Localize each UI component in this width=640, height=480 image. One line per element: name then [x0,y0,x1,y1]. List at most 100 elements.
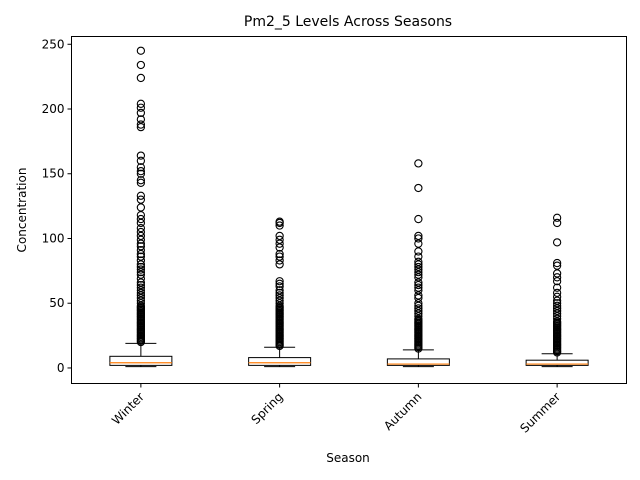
x-tick-label: Spring [248,390,285,427]
outlier-point [552,269,562,278]
outlier-point [414,257,423,266]
outlier-point [136,60,146,70]
iqr-box [386,358,450,366]
outlier-point [275,260,284,269]
outlier-point [414,270,423,279]
x-tick-label: Winter [109,390,147,428]
outlier-point [136,167,146,176]
outlier-point [275,252,284,261]
outlier-point [414,252,423,261]
outlier-point [136,178,146,187]
outlier-point [275,288,284,298]
box-winter [109,46,173,368]
outlier-point [414,183,423,193]
outlier-point [552,309,562,318]
outlier-point [136,288,146,298]
outlier-point [552,258,562,268]
y-axis-ticks: 0 50 100 150 200 250 [42,37,72,375]
outlier-point [275,286,284,295]
outlier-point [414,265,423,274]
outlier-point [275,293,284,303]
plot-area-frame [71,36,627,384]
box-spring [248,217,312,368]
outlier-point [275,256,284,265]
box-autumn [386,159,450,368]
outlier-point [136,252,146,261]
outlier-point [414,293,423,303]
outlier-point [414,301,423,310]
iqr-box [109,355,173,366]
outlier-point [136,223,146,233]
x-axis-ticks: Winter Spring Autumn Summer [109,383,563,436]
x-axis-label: Season [326,451,370,465]
outlier-point [552,273,562,282]
outlier-point [552,299,562,308]
outlier-point [414,291,423,300]
y-tick-label: 0 [57,361,65,375]
outlier-point [136,245,146,255]
outlier-point [136,218,146,228]
iqr-box [525,359,589,366]
outlier-point [136,195,146,204]
outlier-point [275,235,284,244]
outlier-point [136,296,146,305]
box-summer [525,213,589,368]
outlier-point [136,108,146,118]
outlier-point [136,249,146,259]
outlier-point [136,231,146,241]
outlier-point [275,279,284,288]
chart-title: Pm2_5 Levels Across Seasons [244,14,452,30]
outlier-point [136,270,146,279]
outlier-point [136,280,146,290]
outlier-point [414,283,423,292]
outlier-point [136,191,146,200]
outlier-point [136,239,146,248]
outlier-point [136,163,146,172]
outlier-point [552,283,562,292]
outlier-point [136,99,146,108]
outlier-point [136,211,146,220]
outlier-point [414,231,423,241]
outlier-point [136,267,146,277]
outlier-point [275,296,284,305]
outlier-point [136,299,146,308]
outlier-point [136,151,146,160]
y-tick-label: 100 [42,231,65,245]
y-tick-label: 250 [42,37,65,51]
outlier-point [414,262,423,272]
outlier-point [414,299,423,308]
outlier-point [275,301,284,310]
outlier-point [552,218,562,228]
outlier-point [552,317,562,326]
outlier-point [552,238,562,247]
outlier-point [552,314,562,323]
outlier-point [414,306,423,316]
outlier-point [136,120,146,129]
outlier-point [136,274,146,283]
outlier-point [414,280,423,290]
y-tick-label: 200 [42,102,65,116]
outlier-point [552,288,562,298]
outlier-point [275,221,284,230]
outlier-point [414,239,423,248]
outlier-point [414,159,423,168]
outlier-point [136,278,146,287]
outlier-point [275,277,284,286]
y-tick-label: 50 [49,296,64,310]
outlier-point [136,115,146,124]
outlier-point [136,227,146,237]
outlier-point [275,239,284,248]
outlier-point [414,314,423,323]
iqr-box [248,357,312,366]
outlier-point [275,299,284,308]
outlier-point [552,312,562,321]
outlier-point [136,283,146,292]
outlier-point [136,291,146,300]
outlier-point [136,176,146,185]
outlier-point [414,278,423,287]
outlier-point [414,286,423,295]
outlier-point [136,265,146,274]
x-tick-label: Summer [517,390,563,436]
y-axis-label: Concentration [15,168,29,253]
